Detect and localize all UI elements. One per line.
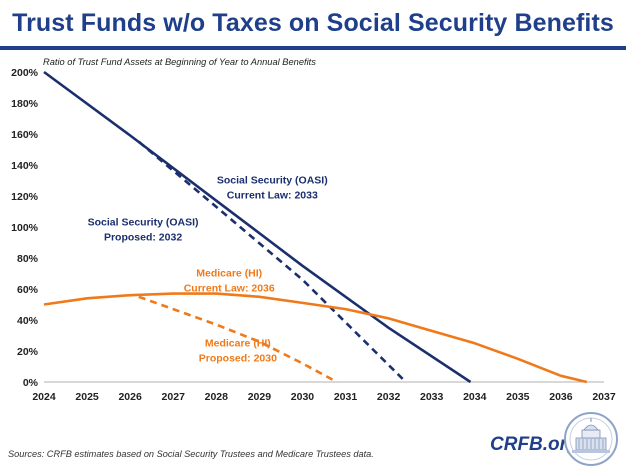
series-label-line: Medicare (HI)	[205, 337, 271, 349]
chart-subtitle: Ratio of Trust Fund Assets at Beginning …	[43, 57, 316, 67]
series-label-line: Current Law: 2036	[184, 283, 275, 295]
y-tick-label: 140%	[11, 160, 39, 172]
series-labels: Social Security (OASI) Current Law: 2033S…	[88, 175, 328, 365]
series-label-line: Proposed: 2030	[199, 352, 277, 364]
x-tick-label: 2029	[248, 391, 272, 403]
series-label-3: Medicare (HI) Proposed: 2030	[199, 337, 277, 364]
page-title: Trust Funds w/o Taxes on Social Security…	[12, 9, 614, 37]
y-tick-label: 200%	[11, 67, 39, 79]
series-line-0	[43, 70, 472, 384]
y-tick-label: 160%	[11, 129, 39, 141]
series-label-2: Medicare (HI) Current Law: 2036	[184, 268, 275, 295]
x-tick-label: 2034	[463, 391, 487, 403]
y-tick-label: 0%	[23, 377, 39, 389]
title-divider	[0, 46, 626, 50]
x-tick-label: 2030	[291, 391, 315, 403]
x-tick-label: 2028	[205, 391, 229, 403]
y-tick-label: 80%	[17, 253, 39, 265]
y-tick-label: 40%	[17, 315, 39, 327]
series-label-line: Social Security (OASI)	[88, 216, 199, 228]
series-line-1	[137, 140, 407, 383]
x-tick-label: 2031	[334, 391, 358, 403]
series-line-3	[138, 295, 338, 384]
x-tick-label: 2033	[420, 391, 444, 403]
series-label-line: Medicare (HI)	[196, 268, 262, 280]
y-tick-label: 20%	[17, 346, 39, 358]
y-tick-label: 180%	[11, 98, 39, 110]
x-axis-ticks: 2024 2025 2026 2027 2028 2029 2030 2031 2032 2033…	[32, 391, 616, 403]
x-tick-label: 2026	[118, 391, 142, 403]
series-label-1: Social Security (OASI) Proposed: 2032	[88, 216, 199, 243]
series-label-line: Proposed: 2032	[104, 231, 182, 243]
y-tick-label: 100%	[11, 222, 39, 234]
series-label-0: Social Security (OASI) Current Law: 2033	[217, 175, 328, 202]
y-axis-ticks: 0% 20% 40% 60% 80% 100% 120% 140% 160% 180% 200%	[11, 67, 39, 389]
x-tick-label: 2025	[75, 391, 99, 403]
crfb-brand-link[interactable]: CRFB.org	[490, 434, 579, 455]
x-tick-label: 2032	[377, 391, 401, 403]
series-label-line: Current Law: 2033	[227, 190, 318, 202]
x-tick-label: 2036	[549, 391, 573, 403]
x-tick-label: 2037	[592, 391, 616, 403]
y-tick-label: 120%	[11, 191, 39, 203]
y-tick-label: 60%	[17, 284, 39, 296]
capitol-seal-icon	[564, 412, 618, 466]
x-tick-label: 2027	[162, 391, 186, 403]
series-lines	[43, 70, 588, 384]
source-note: Sources: CRFB estimates based on Social …	[8, 449, 374, 459]
x-tick-label: 2035	[506, 391, 530, 403]
series-label-line: Social Security (OASI)	[217, 175, 328, 187]
x-tick-label: 2024	[32, 391, 56, 403]
series-line-2	[43, 292, 588, 384]
